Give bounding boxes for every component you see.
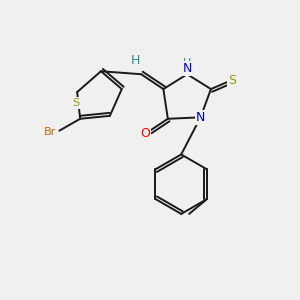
Text: O: O [141,127,151,140]
Text: S: S [228,74,236,87]
Text: N: N [196,111,205,124]
Text: Br: Br [44,127,57,137]
Text: S: S [72,98,79,108]
Text: H: H [131,54,140,67]
Text: N: N [182,62,192,75]
Text: H: H [183,58,191,68]
